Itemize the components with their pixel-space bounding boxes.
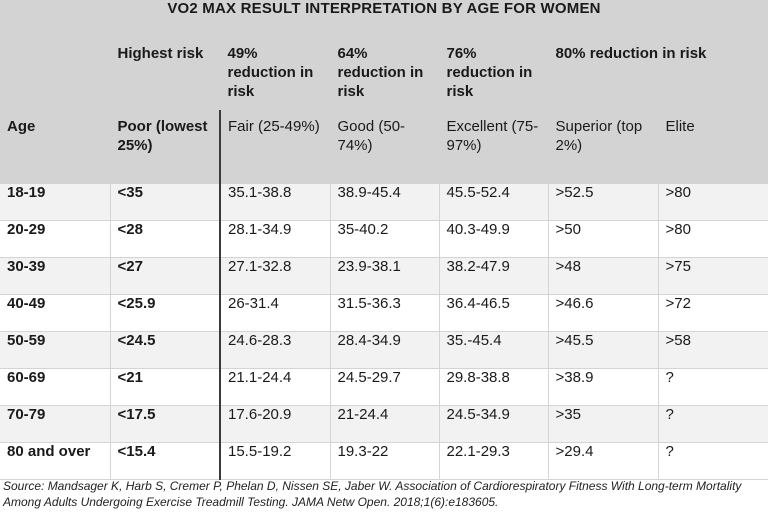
cell-poor: <21 xyxy=(110,368,221,406)
cell-fair: 26-31.4 xyxy=(220,294,331,332)
table-body: 18-19 <35 35.1-38.8 38.9-45.4 45.5-52.4 >52.5… xyxy=(0,183,768,480)
cell-good: 35-40.2 xyxy=(330,220,440,258)
cell-elite: ? xyxy=(658,368,768,406)
risk-header-blank xyxy=(0,37,111,111)
cell-superior: >35 xyxy=(548,405,659,443)
cell-superior: >48 xyxy=(548,257,659,295)
source-citation: Source: Mandsager K, Harb S, Cremer P, P… xyxy=(3,479,742,509)
table-row: 18-19 <35 35.1-38.8 38.9-45.4 45.5-52.4 >52.5… xyxy=(0,183,768,221)
cell-fair: 28.1-34.9 xyxy=(220,220,331,258)
table-row: 60-69 <21 21.1-24.4 24.5-29.7 29.8-38.8 >38.9… xyxy=(0,368,768,406)
table-row: 80 and over <15.4 15.5-19.2 19.3-22 22.1-29.… xyxy=(0,442,768,480)
cell-fair: 24.6-28.3 xyxy=(220,331,331,369)
table-row: 70-79 <17.5 17.6-20.9 21-24.4 24.5-34.9 >35? xyxy=(0,405,768,443)
vo2max-table: VO2 MAX RESULT INTERPRETATION BY AGE FOR… xyxy=(0,0,768,480)
cell-elite: >58 xyxy=(658,331,768,369)
cell-good: 31.5-36.3 xyxy=(330,294,440,332)
cell-poor: <25.9 xyxy=(110,294,221,332)
column-header-row: Age Poor (lowest 25%) Fair (25-49%) Good… xyxy=(0,110,768,184)
table-row: 30-39 <27 27.1-32.8 23.9-38.1 38.2-47.9 >48 >7… xyxy=(0,257,768,295)
cell-fair: 35.1-38.8 xyxy=(220,183,331,221)
cell-superior: >52.5 xyxy=(548,183,659,221)
cell-excellent: 36.4-46.5 xyxy=(439,294,549,332)
cell-fair: 27.1-32.8 xyxy=(220,257,331,295)
cell-excellent: 40.3-49.9 xyxy=(439,220,549,258)
risk-header-highest: Highest risk xyxy=(110,37,221,111)
col-header-superior: Superior (top 2%) xyxy=(548,110,659,184)
cell-superior: >45.5 xyxy=(548,331,659,369)
risk-header-64: 64% reduction in risk xyxy=(330,37,440,111)
cell-age: 18-19 xyxy=(0,183,111,221)
table-row: 50-59 <24.5 24.6-28.3 28.4-34.9 35.-45.4 >45.… xyxy=(0,331,768,369)
cell-elite: >80 xyxy=(658,220,768,258)
cell-excellent: 35.-45.4 xyxy=(439,331,549,369)
cell-age: 20-29 xyxy=(0,220,111,258)
cell-good: 28.4-34.9 xyxy=(330,331,440,369)
cell-poor: <28 xyxy=(110,220,221,258)
col-header-age: Age xyxy=(0,110,111,184)
cell-superior: >38.9 xyxy=(548,368,659,406)
col-header-fair: Fair (25-49%) xyxy=(220,110,331,184)
cell-excellent: 45.5-52.4 xyxy=(439,183,549,221)
cell-good: 24.5-29.7 xyxy=(330,368,440,406)
table-title: VO2 MAX RESULT INTERPRETATION BY AGE FOR… xyxy=(0,0,768,38)
cell-elite: >72 xyxy=(658,294,768,332)
cell-excellent: 22.1-29.3 xyxy=(439,442,549,480)
cell-fair: 21.1-24.4 xyxy=(220,368,331,406)
cell-excellent: 38.2-47.9 xyxy=(439,257,549,295)
risk-header-80: 80% reduction in risk xyxy=(548,37,768,111)
title-row: VO2 MAX RESULT INTERPRETATION BY AGE FOR… xyxy=(0,0,768,38)
cell-age: 60-69 xyxy=(0,368,111,406)
cell-fair: 17.6-20.9 xyxy=(220,405,331,443)
table-row: 20-29 <28 28.1-34.9 35-40.2 40.3-49.9 >50 >80 xyxy=(0,220,768,258)
cell-good: 38.9-45.4 xyxy=(330,183,440,221)
col-header-poor: Poor (lowest 25%) xyxy=(110,110,221,184)
risk-header-76: 76% reduction in risk xyxy=(439,37,549,111)
cell-superior: >50 xyxy=(548,220,659,258)
col-header-excellent: Excellent (75-97%) xyxy=(439,110,549,184)
cell-age: 40-49 xyxy=(0,294,111,332)
cell-age: 50-59 xyxy=(0,331,111,369)
risk-header-row: Highest risk 49% reduction in risk 64% r… xyxy=(0,37,768,111)
col-header-elite: Elite xyxy=(658,110,768,184)
cell-age: 80 and over xyxy=(0,442,111,480)
col-header-good: Good (50-74%) xyxy=(330,110,440,184)
cell-fair: 15.5-19.2 xyxy=(220,442,331,480)
cell-good: 19.3-22 xyxy=(330,442,440,480)
cell-poor: <35 xyxy=(110,183,221,221)
cell-good: 21-24.4 xyxy=(330,405,440,443)
cell-age: 30-39 xyxy=(0,257,111,295)
cell-age: 70-79 xyxy=(0,405,111,443)
cell-elite: ? xyxy=(658,442,768,480)
cell-poor: <17.5 xyxy=(110,405,221,443)
cell-poor: <15.4 xyxy=(110,442,221,480)
cell-elite: >80 xyxy=(658,183,768,221)
cell-superior: >46.6 xyxy=(548,294,659,332)
risk-header-49: 49% reduction in risk xyxy=(220,37,331,111)
cell-elite: >75 xyxy=(658,257,768,295)
cell-poor: <27 xyxy=(110,257,221,295)
table-row: 40-49 <25.9 26-31.4 31.5-36.3 36.4-46.5 >46.6… xyxy=(0,294,768,332)
cell-poor: <24.5 xyxy=(110,331,221,369)
cell-elite: ? xyxy=(658,405,768,443)
cell-excellent: 24.5-34.9 xyxy=(439,405,549,443)
cell-excellent: 29.8-38.8 xyxy=(439,368,549,406)
cell-good: 23.9-38.1 xyxy=(330,257,440,295)
cell-superior: >29.4 xyxy=(548,442,659,480)
